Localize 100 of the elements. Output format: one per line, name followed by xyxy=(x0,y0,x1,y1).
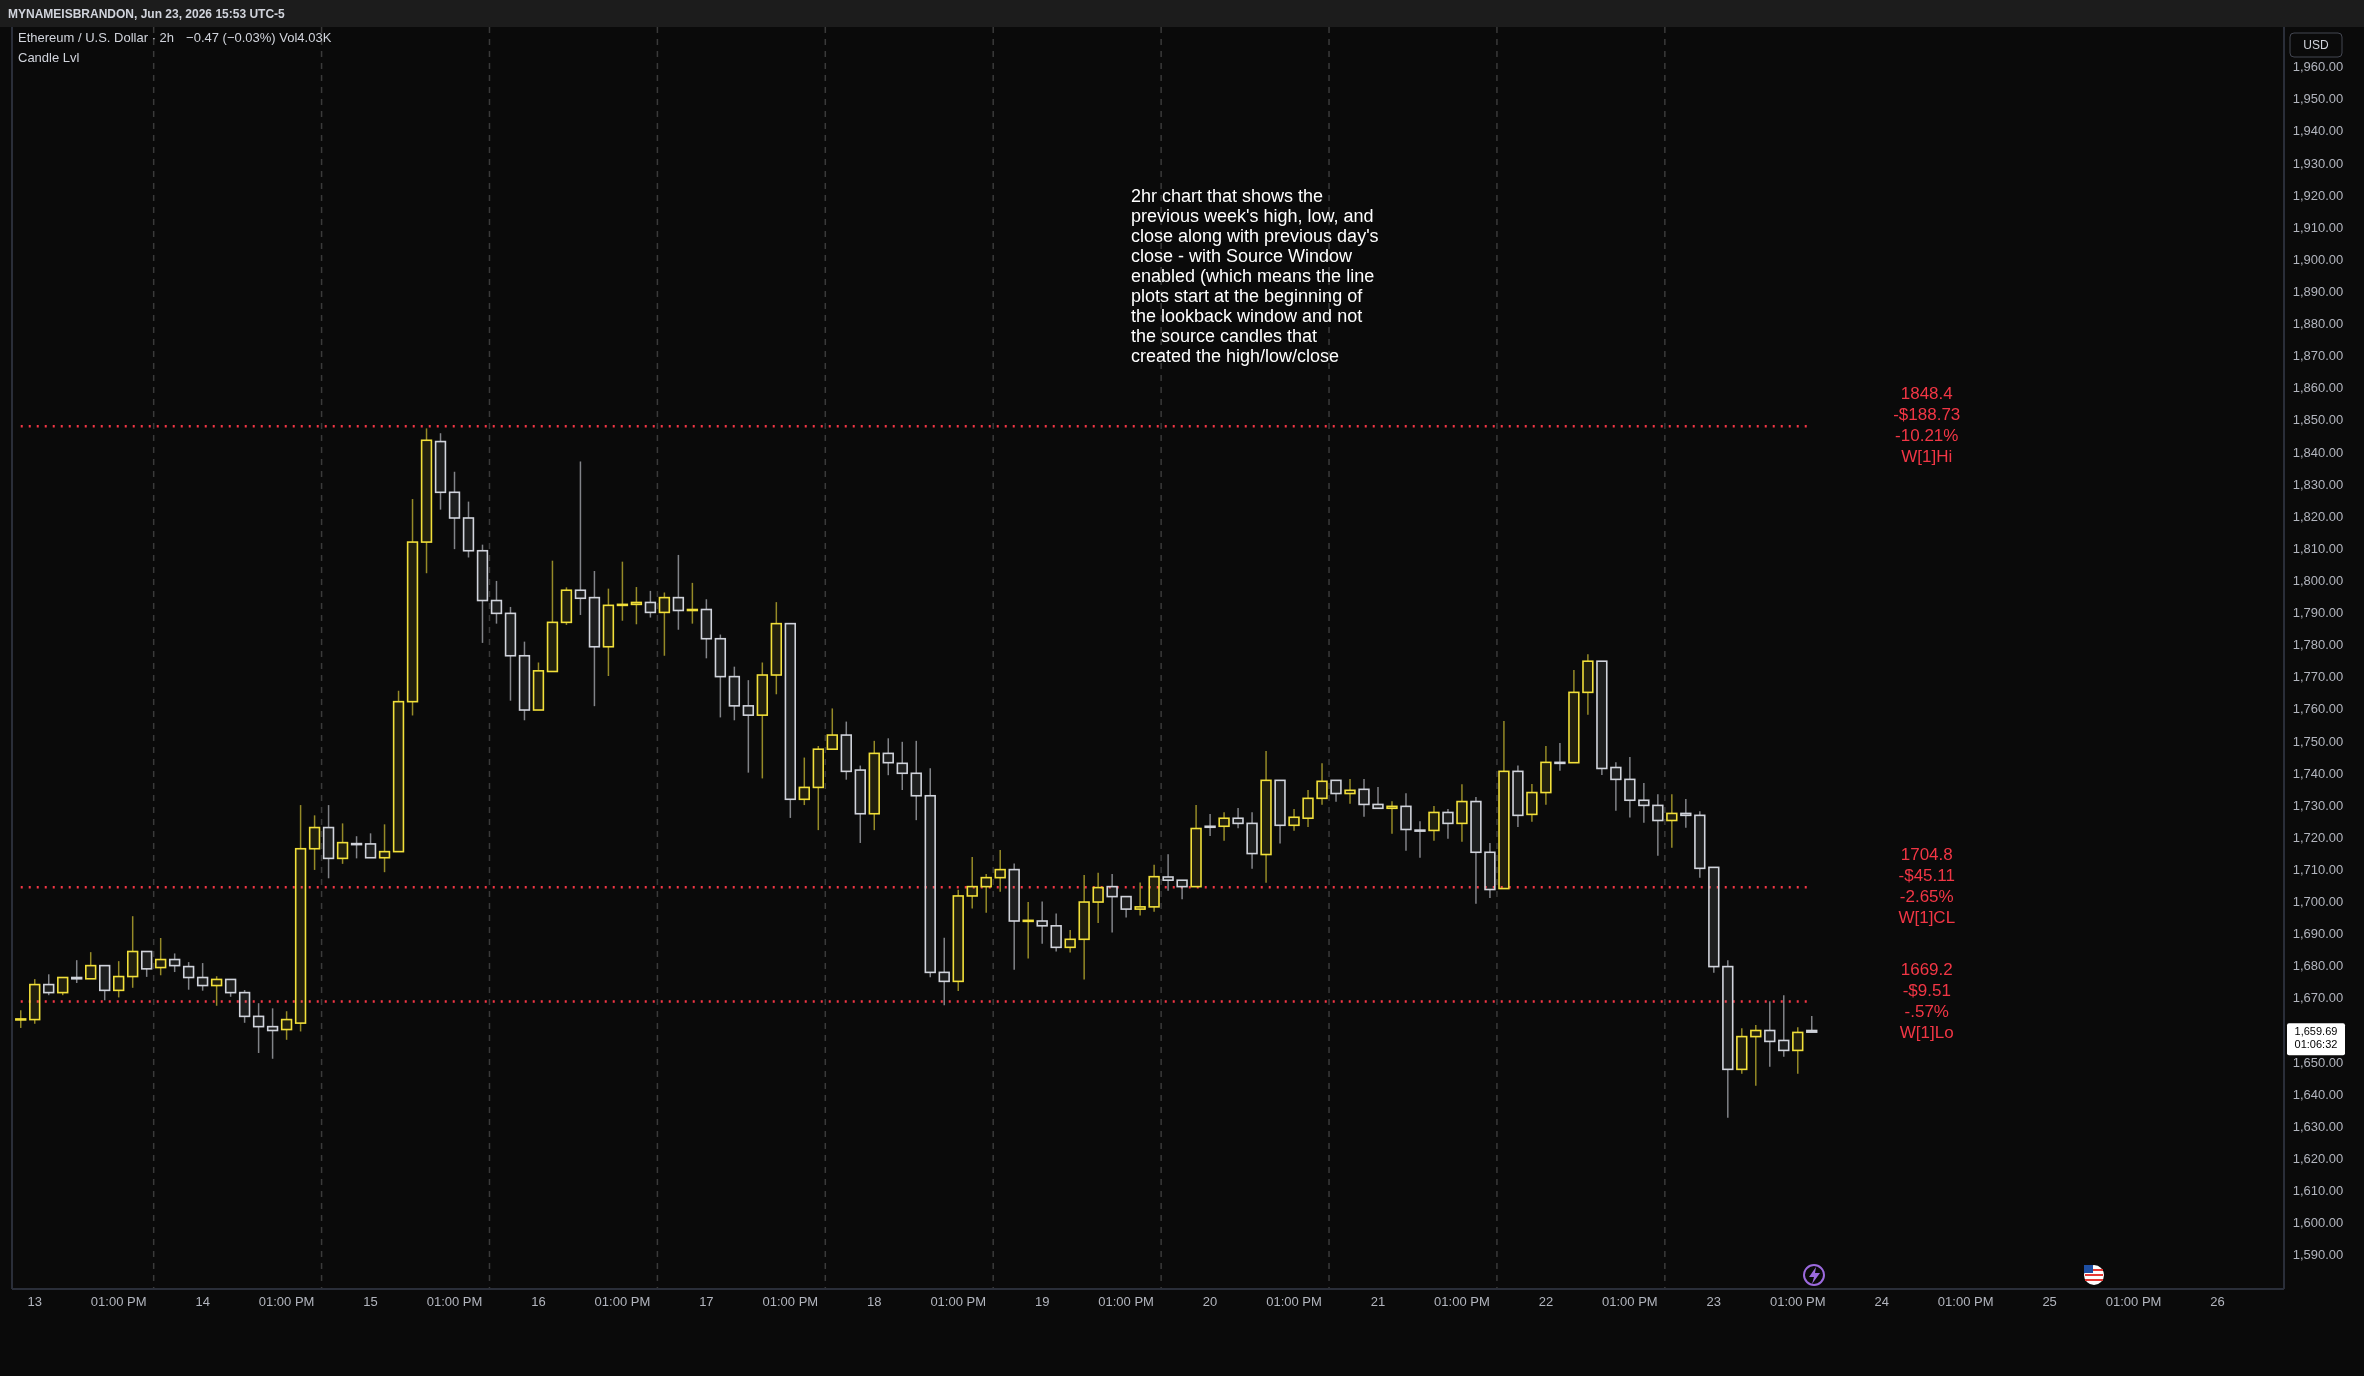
y-tick-label: 1,930.00 xyxy=(2292,155,2344,171)
y-tick-label: 1,710.00 xyxy=(2292,862,2344,878)
x-tick-label: 19 xyxy=(1034,1294,1050,1310)
candlestick xyxy=(1302,789,1314,828)
candlestick xyxy=(1316,762,1328,806)
x-tick-label: 01:00 PM xyxy=(930,1294,987,1310)
x-tick-label: 01:00 PM xyxy=(762,1294,819,1310)
candlestick xyxy=(1484,842,1496,899)
y-tick-label: 1,740.00 xyxy=(2292,765,2344,781)
y-tick-label: 1,760.00 xyxy=(2292,701,2344,717)
ref-line-label: 1848.4 -$188.73 -10.21% W[1]Hi xyxy=(1893,384,1961,467)
y-tick-label: 1,880.00 xyxy=(2292,316,2344,332)
y-tick-label: 1,960.00 xyxy=(2292,59,2344,75)
candlestick xyxy=(1372,786,1384,810)
y-tick-label: 1,950.00 xyxy=(2292,91,2344,107)
x-tick-label: 15 xyxy=(363,1294,378,1310)
x-tick-label: 01:00 PM xyxy=(1602,1294,1658,1310)
candlestick xyxy=(1218,811,1230,842)
candlestick xyxy=(1708,866,1720,974)
x-tick-label: 21 xyxy=(1370,1294,1386,1310)
candlestick xyxy=(1148,864,1160,913)
x-tick-label: 16 xyxy=(531,1294,546,1310)
candlestick xyxy=(1442,808,1454,840)
candlestick xyxy=(1358,778,1370,818)
y-tick-label: 1,910.00 xyxy=(2292,219,2344,235)
x-tick-label: 01:00 PM xyxy=(594,1294,651,1310)
x-tick-label: 18 xyxy=(867,1294,882,1310)
candlestick xyxy=(1232,807,1244,829)
candlestick xyxy=(1120,895,1132,919)
y-tick-label: 1,850.00 xyxy=(2292,412,2344,428)
chart-title: Ethereum / U.S. Dollar · 2h xyxy=(18,30,175,45)
y-tick-label: 1,920.00 xyxy=(2292,187,2344,203)
y-tick-label: 1,750.00 xyxy=(2292,733,2344,749)
candlestick xyxy=(1806,1015,1818,1033)
x-tick-label: 24 xyxy=(1874,1294,1889,1310)
x-tick-label: 20 xyxy=(1202,1294,1218,1310)
y-tick-label: 1,720.00 xyxy=(2292,829,2344,845)
candlestick xyxy=(1050,912,1062,953)
y-tick-label: 1,690.00 xyxy=(2292,926,2344,942)
y-tick-label: 1,650.00 xyxy=(2292,1054,2344,1070)
y-tick-label: 1,630.00 xyxy=(2292,1118,2344,1134)
candlestick xyxy=(952,889,964,992)
annotation: Candle Lvl xyxy=(18,50,80,65)
y-tick-label: 1,670.00 xyxy=(2292,990,2344,1006)
candlestick xyxy=(1064,929,1076,954)
y-tick-label: 1,680.00 xyxy=(2292,958,2344,974)
y-tick-label: 1,620.00 xyxy=(2292,1151,2344,1167)
candlestick xyxy=(1540,745,1552,806)
x-tick-label: 01:00 PM xyxy=(258,1294,315,1310)
x-tick-label: 23 xyxy=(1706,1294,1722,1310)
y-tick-label: 1,820.00 xyxy=(2292,508,2344,524)
x-tick-label: 01:00 PM xyxy=(1937,1294,1994,1310)
candlestick xyxy=(1526,783,1538,823)
chart-subtitle: −0.47 (−0.03%) Vol4.03K xyxy=(186,30,332,45)
candlestick xyxy=(1596,660,1608,776)
candlestick xyxy=(1330,779,1342,803)
y-tick-label: 1,900.00 xyxy=(2292,251,2344,267)
candlestick xyxy=(1204,813,1216,837)
x-tick-label: 01:00 PM xyxy=(1266,1294,1322,1310)
x-tick-label: 01:00 PM xyxy=(2105,1294,2162,1310)
candlestick xyxy=(1680,798,1692,829)
candlestick xyxy=(1176,879,1188,900)
ref-line-label: 1669.2 -$9.51 -.57% W[1]Lo xyxy=(1899,959,1954,1042)
candlestick xyxy=(1288,808,1300,832)
y-tick-label: 1,800.00 xyxy=(2292,573,2344,589)
x-tick-label: 01:00 PM xyxy=(1098,1294,1154,1310)
x-tick-label: 01:00 PM xyxy=(426,1294,483,1310)
y-tick-label: 1,590.00 xyxy=(2292,1247,2344,1263)
y-tick-label: 1,830.00 xyxy=(2292,476,2344,492)
x-tick-label: 26 xyxy=(2210,1294,2225,1310)
y-tick-label: 1,870.00 xyxy=(2292,348,2344,364)
text: 2hr chart that shows the previous week's high, low, and close along with previous day's close - with Source Window enabled (which means the line plots start at the beginning of the lookback window and not the source candles that created the high/low/close xyxy=(1131,186,1379,366)
x-tick-label: 25 xyxy=(2042,1294,2057,1310)
y-tick-label: 1,700.00 xyxy=(2292,894,2344,910)
x-tick-label: 17 xyxy=(699,1294,714,1310)
candlestick xyxy=(1246,811,1258,870)
candlestick xyxy=(1736,1027,1748,1075)
y-tick-label: 1,890.00 xyxy=(2292,284,2344,299)
y-tick-label: 1,790.00 xyxy=(2292,605,2344,621)
x-tick-label: 01:00 PM xyxy=(90,1294,147,1310)
ref-line-label: 1704.8 -$45.11 -2.65% W[1]CL xyxy=(1898,845,1956,928)
y-tick-label: 1,940.00 xyxy=(2292,123,2344,139)
y-tick-label: 1,810.00 xyxy=(2292,540,2344,556)
candlestick xyxy=(1344,778,1356,805)
x-tick-label: 14 xyxy=(195,1294,210,1310)
candlestick xyxy=(1512,764,1524,828)
x-tick-label: 01:00 PM xyxy=(1434,1294,1490,1310)
y-tick-label: 1,610.00 xyxy=(2292,1183,2344,1199)
text: USD xyxy=(2303,38,2329,53)
y-tick-label: 1,780.00 xyxy=(2292,637,2344,653)
x-tick-label: 22 xyxy=(1538,1294,1554,1310)
y-tick-label: 1,860.00 xyxy=(2292,380,2344,396)
candlestick xyxy=(1428,805,1440,842)
y-tick-label: 1,770.00 xyxy=(2292,669,2344,685)
x-tick-label: 01:00 PM xyxy=(1769,1294,1826,1310)
text: 1,659.69 01:06:32 xyxy=(2294,1025,2338,1051)
candlestick xyxy=(1638,782,1650,824)
y-tick-label: 1,840.00 xyxy=(2292,444,2344,460)
y-tick-label: 1,730.00 xyxy=(2292,797,2344,813)
y-tick-label: 1,640.00 xyxy=(2292,1086,2344,1102)
